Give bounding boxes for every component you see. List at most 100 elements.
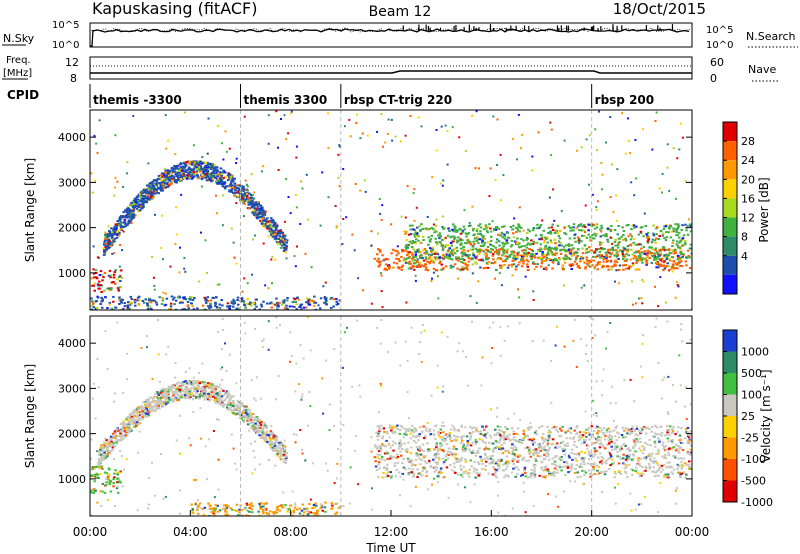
radar-cell	[533, 256, 537, 259]
radar-cell	[200, 178, 204, 181]
radar-cell	[492, 258, 495, 261]
radar-cell	[280, 118, 282, 120]
radar-cell	[263, 213, 267, 216]
radar-cell	[477, 224, 480, 227]
radar-cell	[133, 298, 136, 301]
radar-cell	[108, 269, 112, 272]
radar-cell	[173, 303, 176, 306]
radar-cell	[633, 440, 636, 443]
radar-cell	[239, 192, 243, 195]
radar-cell	[504, 255, 507, 258]
radar-cell	[551, 473, 554, 476]
radar-cell	[553, 248, 556, 250]
radar-cell	[387, 118, 390, 121]
radar-cell	[510, 250, 513, 253]
radar-cell	[545, 465, 548, 468]
radar-cell	[428, 260, 432, 263]
radar-cell	[407, 429, 411, 432]
nsky-label: N.Sky	[3, 32, 35, 45]
radar-cell	[651, 435, 655, 438]
radar-cell	[511, 274, 514, 277]
radar-cell	[119, 299, 122, 302]
radar-cell	[650, 426, 654, 428]
radar-cell	[659, 263, 663, 266]
radar-cell	[259, 207, 262, 210]
radar-cell	[525, 434, 528, 437]
radar-cell	[494, 228, 498, 231]
radar-cell	[391, 440, 395, 443]
radar-cell	[488, 195, 491, 198]
radar-cell	[553, 467, 557, 470]
radar-cell	[432, 259, 435, 262]
radar-cell	[466, 268, 469, 271]
radar-cell	[478, 463, 481, 465]
radar-cell	[667, 447, 671, 450]
radar-cell	[384, 267, 387, 270]
radar-cell	[667, 231, 670, 234]
radar-cell	[485, 254, 488, 257]
radar-cell	[228, 147, 231, 150]
radar-cell	[111, 231, 114, 234]
radar-cell	[152, 276, 155, 279]
radar-cell	[656, 470, 659, 473]
radar-cell	[512, 251, 516, 254]
radar-cell	[502, 252, 506, 255]
radar-cell	[98, 119, 101, 122]
radar-cell	[680, 467, 683, 470]
radar-cell	[462, 442, 465, 445]
radar-cell	[498, 244, 501, 247]
radar-cell	[526, 476, 530, 479]
radar-cell	[126, 210, 129, 213]
radar-cell	[575, 432, 579, 435]
radar-cell	[280, 242, 283, 245]
radar-cell	[441, 476, 445, 479]
radar-cell	[185, 169, 188, 172]
radar-cell	[173, 170, 177, 173]
radar-cell	[209, 162, 212, 165]
radar-cell	[484, 446, 488, 449]
radar-cell	[422, 465, 426, 468]
radar-cell	[193, 161, 197, 164]
radar-cell	[592, 441, 595, 444]
radar-cell	[558, 465, 561, 467]
radar-cell	[373, 257, 376, 260]
radar-cell	[674, 456, 677, 459]
radar-cell	[609, 236, 612, 239]
radar-cell	[533, 469, 536, 472]
radar-cell	[110, 274, 113, 277]
radar-cell	[656, 256, 659, 258]
radar-cell	[403, 442, 406, 445]
radar-cell	[396, 245, 399, 248]
radar-cell	[174, 180, 177, 183]
radar-cell	[584, 249, 588, 252]
radar-cell	[376, 253, 379, 256]
radar-cell	[662, 474, 666, 477]
radar-cell	[582, 431, 586, 434]
radar-cell	[645, 233, 648, 236]
radar-cell	[541, 251, 544, 253]
radar-cell	[296, 297, 299, 300]
radar-cell	[412, 440, 416, 442]
radar-cell	[492, 461, 495, 464]
radar-cell	[389, 455, 393, 458]
radar-cell	[455, 435, 458, 438]
radar-cell	[215, 386, 218, 389]
radar-cell	[252, 209, 255, 212]
radar-cell	[93, 282, 97, 285]
radar-cell	[663, 463, 666, 466]
radar-cell	[390, 223, 393, 226]
radar-cell	[571, 254, 574, 257]
radar-cell	[159, 184, 163, 187]
radar-cell	[600, 230, 603, 233]
radar-cell	[665, 231, 668, 234]
radar-cell	[505, 461, 508, 464]
radar-cell	[103, 240, 106, 243]
radar-cell	[494, 179, 497, 182]
radar-cell	[484, 224, 488, 227]
radar-cell	[124, 222, 127, 225]
radar-cell	[206, 271, 208, 274]
radar-cell	[164, 114, 167, 117]
radar-cell	[119, 215, 123, 218]
radar-cell	[178, 171, 181, 174]
radar-cell	[469, 425, 472, 428]
